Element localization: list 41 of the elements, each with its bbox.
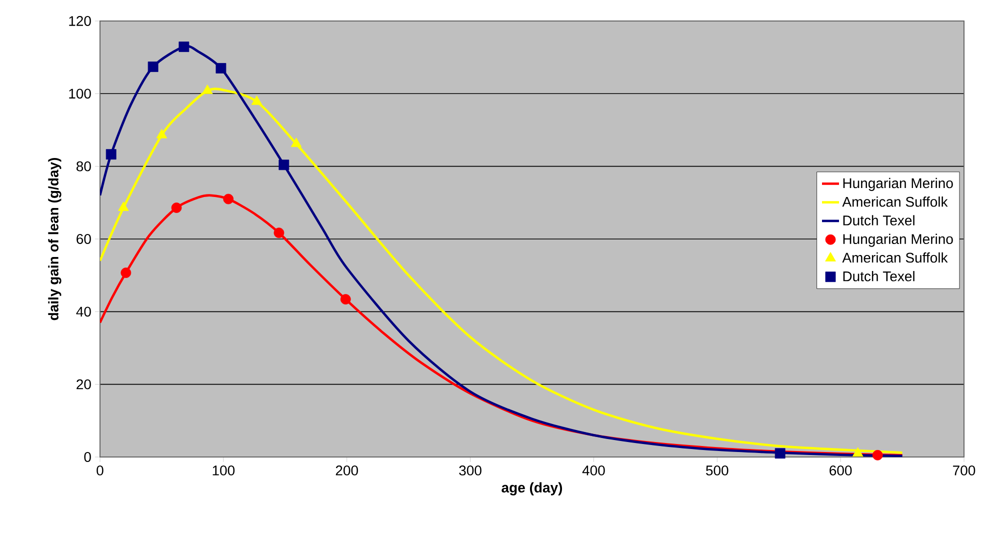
legend-label: Dutch Texel (843, 215, 914, 226)
point (118, 202, 129, 211)
x-axis-title: age (day) (502, 482, 562, 496)
x-tick-label: 400 (582, 466, 605, 476)
point (251, 95, 262, 105)
x-tick-label: 100 (212, 466, 235, 476)
x-tick-label: 200 (336, 466, 358, 476)
legend-label: Dutch Texel (843, 271, 914, 282)
point (202, 84, 213, 94)
x-tick-label: 600 (830, 466, 852, 476)
point (872, 450, 883, 460)
point (274, 228, 284, 238)
point (340, 294, 351, 305)
x-tick-label: 500 (706, 466, 728, 476)
legend-label: American Suffolk (842, 252, 948, 263)
x-tick-label: 300 (459, 466, 482, 476)
y-axis-title: daily gain of lean (g/day) (48, 158, 62, 320)
y-tick-label: 100 (69, 88, 91, 99)
y-tick-label: 120 (69, 16, 91, 26)
point (216, 63, 226, 74)
y-tick-label: 40 (76, 306, 91, 317)
point (120, 268, 132, 278)
y-tick-label: 60 (76, 234, 91, 244)
point (852, 447, 864, 457)
y-tick-label: 0 (84, 452, 91, 462)
point (106, 149, 116, 160)
y-tick-label: 20 (76, 379, 91, 390)
point (223, 194, 234, 204)
point (148, 62, 158, 72)
point (156, 128, 168, 138)
point (171, 202, 182, 213)
point (774, 448, 786, 459)
x-tick-label: 0 (96, 466, 104, 476)
y-tick-label: 80 (76, 161, 91, 172)
legend-label: Hungarian Merino (843, 178, 953, 191)
point (178, 42, 190, 52)
point (290, 138, 302, 147)
legend-label: Hungarian Merino (843, 234, 953, 247)
x-tick-label: 700 (953, 466, 976, 476)
point (278, 160, 290, 170)
legend-label: American Suffolk (842, 196, 948, 207)
